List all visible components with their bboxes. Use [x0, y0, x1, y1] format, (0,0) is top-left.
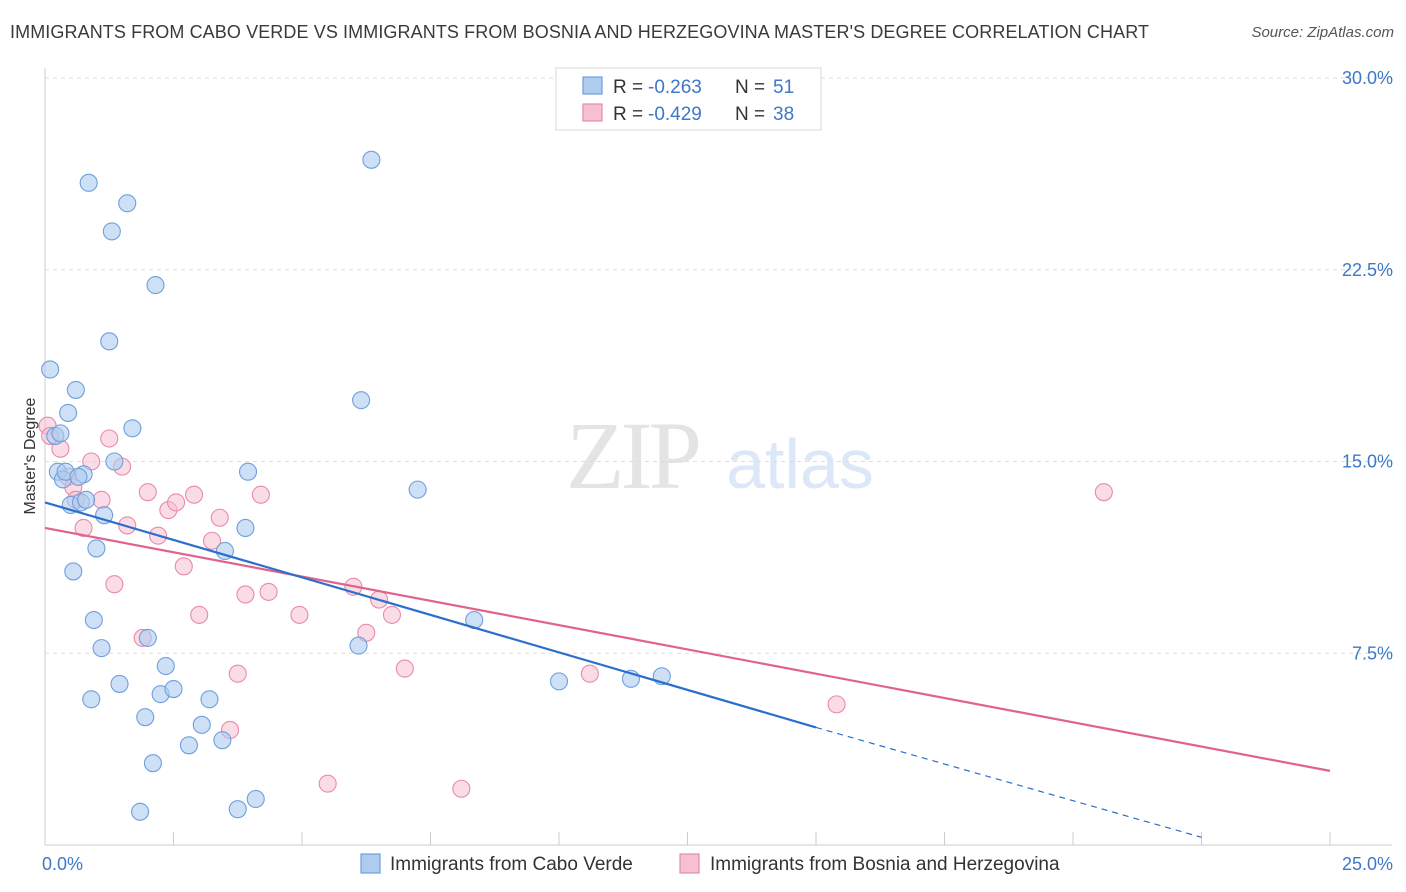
point-bosnia-36 — [580, 664, 599, 683]
point-bosnia-34 — [395, 659, 414, 678]
grid-lines — [45, 77, 1392, 654]
y-tick-label-0: 7.5% — [1352, 643, 1393, 663]
legend-swatch-pink — [582, 103, 603, 122]
point-cabo-verde-14 — [84, 610, 103, 630]
point-cabo-verde-38 — [236, 518, 255, 538]
legend-n-value-1: 51 — [773, 77, 794, 98]
points-bosnia — [38, 416, 1113, 798]
legend-n-value-2: 38 — [773, 104, 794, 125]
point-cabo-verde-39 — [238, 462, 258, 481]
point-bosnia-19 — [185, 485, 204, 504]
point-cabo-verde-34 — [200, 690, 219, 709]
point-bosnia-27 — [259, 582, 278, 601]
chart-title: IMMIGRANTS FROM CABO VERDE VS IMMIGRANTS… — [10, 22, 1150, 42]
point-cabo-verde-20 — [105, 452, 124, 471]
point-cabo-verde-8 — [66, 380, 85, 399]
point-cabo-verde-23 — [123, 419, 142, 438]
point-cabo-verde-15 — [87, 539, 106, 558]
point-cabo-verde-0 — [41, 360, 60, 379]
point-bosnia-33 — [382, 605, 402, 624]
point-bosnia-18 — [174, 557, 193, 576]
point-bosnia-28 — [290, 605, 309, 624]
y-axis-label: Master's Degree — [22, 397, 39, 514]
point-cabo-verde-35 — [213, 731, 232, 750]
watermark-zip: ZIP — [566, 402, 699, 509]
source-label: Source: ZipAtlas.com — [1251, 24, 1394, 41]
point-bosnia-17 — [167, 493, 186, 512]
point-cabo-verde-30 — [156, 656, 175, 676]
point-bosnia-24 — [228, 664, 247, 683]
point-bosnia-8 — [92, 490, 111, 509]
point-cabo-verde-25 — [136, 708, 155, 727]
point-cabo-verde-46 — [549, 672, 569, 691]
trend-lines — [44, 501, 1331, 838]
trend-line-cabo-verde-extension — [815, 726, 1202, 838]
legend: R = -0.263 N = 51 R = -0.429 N = 38 — [555, 67, 822, 131]
x-tick-label-1: 25.0% — [1342, 854, 1393, 874]
point-cabo-verde-26 — [138, 628, 157, 647]
bottom-legend-label-pink: Immigrants from Bosnia and Herzegovina — [710, 854, 1060, 875]
legend-n-label-1: N = — [735, 77, 765, 98]
legend-r-label-1: R = — [613, 77, 643, 98]
point-cabo-verde-33 — [192, 715, 211, 734]
y-tick-label-1: 15.0% — [1342, 452, 1393, 472]
point-cabo-verde-31 — [164, 679, 183, 699]
point-cabo-verde-16 — [92, 639, 111, 658]
point-bosnia-35 — [452, 779, 471, 798]
point-bosnia-9 — [100, 429, 119, 448]
point-cabo-verde-43 — [362, 150, 381, 169]
point-bosnia-37 — [827, 695, 846, 714]
point-bosnia-25 — [236, 585, 255, 604]
point-cabo-verde-28 — [146, 276, 165, 295]
y-tick-label-2: 22.5% — [1342, 260, 1393, 280]
bottom-legend-swatch-blue — [360, 853, 381, 874]
point-cabo-verde-19 — [102, 222, 121, 241]
axes — [44, 68, 1392, 846]
point-bosnia-22 — [210, 508, 229, 527]
watermark-atlas: atlas — [726, 425, 874, 503]
points-cabo-verde — [41, 150, 671, 821]
point-bosnia-6 — [74, 518, 93, 538]
point-cabo-verde-41 — [349, 636, 368, 655]
point-cabo-verde-6 — [59, 403, 78, 422]
bottom-legend-swatch-pink — [679, 853, 700, 874]
point-bosnia-10 — [105, 575, 124, 594]
legend-r-value-1: -0.263 — [648, 77, 702, 98]
x-tick-label-0: 0.0% — [42, 854, 83, 874]
point-cabo-verde-49 — [64, 562, 83, 581]
point-bosnia-38 — [1094, 483, 1113, 502]
point-cabo-verde-24 — [131, 802, 150, 821]
point-cabo-verde-11 — [77, 490, 96, 509]
point-bosnia-26 — [251, 485, 270, 504]
trend-line-bosnia — [44, 526, 1331, 772]
point-cabo-verde-50 — [69, 467, 88, 486]
trend-line-cabo-verde — [44, 501, 817, 729]
point-bosnia-20 — [190, 605, 209, 624]
point-cabo-verde-42 — [352, 391, 371, 410]
point-cabo-verde-22 — [118, 194, 137, 213]
point-bosnia-14 — [138, 483, 157, 502]
point-cabo-verde-44 — [408, 480, 427, 499]
point-cabo-verde-12 — [79, 173, 98, 192]
legend-n-label-2: N = — [735, 104, 765, 125]
bottom-legend-label-blue: Immigrants from Cabo Verde — [390, 854, 633, 875]
point-bosnia-21 — [203, 531, 222, 550]
point-cabo-verde-21 — [110, 674, 129, 693]
point-cabo-verde-13 — [82, 690, 101, 709]
point-cabo-verde-40 — [246, 789, 265, 809]
point-cabo-verde-3 — [51, 424, 70, 443]
point-cabo-verde-27 — [143, 754, 162, 773]
point-bosnia-29 — [318, 774, 337, 793]
legend-swatch-blue — [582, 76, 603, 95]
bottom-legend: Immigrants from Cabo Verde Immigrants fr… — [360, 853, 1060, 875]
point-cabo-verde-18 — [100, 332, 119, 351]
legend-r-label-2: R = — [613, 104, 643, 125]
legend-r-value-2: -0.429 — [648, 104, 702, 125]
tick-labels: 7.5% 15.0% 22.5% 30.0% 0.0% 25.0% — [42, 68, 1393, 874]
y-tick-label-3: 30.0% — [1342, 68, 1393, 88]
point-cabo-verde-37 — [228, 800, 247, 819]
point-cabo-verde-32 — [179, 736, 198, 755]
